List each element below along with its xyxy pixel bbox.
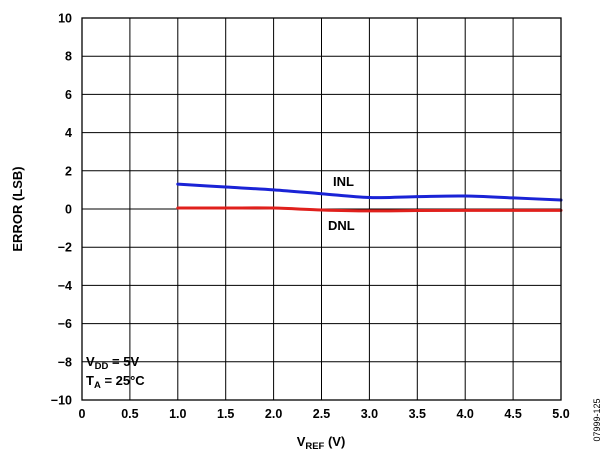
y-tick-label: −8 <box>58 355 72 369</box>
series-line-inl <box>176 182 563 202</box>
x-tick-label: 0.5 <box>121 407 138 421</box>
y-tick-label: −4 <box>58 279 72 293</box>
x-tick-label: 2.5 <box>313 407 330 421</box>
y-tick-label: −10 <box>51 394 72 408</box>
x-tick-label: 3.5 <box>409 407 426 421</box>
x-tick-label: 1.0 <box>169 407 186 421</box>
x-tick-label: 1.5 <box>217 407 234 421</box>
plot-frame <box>81 17 562 401</box>
y-tick-label: 10 <box>58 12 72 26</box>
series-label-dnl: DNL <box>328 218 355 233</box>
x-tick-label: 3.0 <box>361 407 378 421</box>
x-axis-title: VREF (V) <box>297 434 346 452</box>
series-lines <box>176 182 563 213</box>
series-label-inl: INL <box>333 174 354 189</box>
y-tick-label: 0 <box>65 203 72 217</box>
y-tick-label: 2 <box>65 164 72 178</box>
x-tick-label: 4.5 <box>504 407 521 421</box>
figure-code: 07999-125 <box>592 398 602 441</box>
y-tick-label: 4 <box>65 126 72 140</box>
tick-labels: 0 0.5 1.0 1.5 2.0 2.5 3.0 3.5 4.0 4.5 5.0 10 8 6 4 2 0 −2… <box>51 12 570 422</box>
y-tick-label: −6 <box>58 317 72 331</box>
y-tick-label: 8 <box>65 50 72 64</box>
y-tick-label: −2 <box>58 241 72 255</box>
condition-ta: TA = 25°C <box>86 373 145 391</box>
y-axis-title: ERROR (LSB) <box>10 166 25 251</box>
x-tick-label: 0 <box>79 407 86 421</box>
condition-vdd: VDD = 5V <box>86 354 139 372</box>
x-tick-label: 4.0 <box>457 407 474 421</box>
x-tick-label: 2.0 <box>265 407 282 421</box>
series-line-dnl <box>176 206 563 213</box>
x-tick-label: 5.0 <box>552 407 569 421</box>
y-tick-label: 6 <box>65 88 72 102</box>
